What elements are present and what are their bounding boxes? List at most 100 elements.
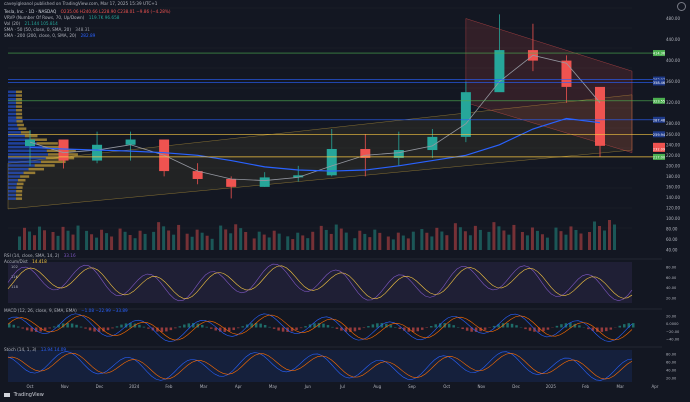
profile-bar-down <box>8 138 31 141</box>
profile-bar-down <box>8 164 35 167</box>
volume-bar <box>190 236 194 250</box>
vol-legend[interactable]: Vol (20) 21.144 105.814 <box>4 21 61 26</box>
profile-bar-down <box>8 149 47 153</box>
volume-bar <box>56 235 60 250</box>
volume-bar <box>123 231 127 250</box>
vrvp-legend[interactable]: VRVP (Number Of Rows, 70, Up/Down) 119.7… <box>4 15 122 20</box>
macd-histogram-bar <box>142 326 146 328</box>
gear-icon[interactable] <box>677 2 686 11</box>
macd-histogram-bar <box>70 323 74 328</box>
volume-bar <box>324 229 328 250</box>
volume-bar <box>61 226 65 250</box>
macd-histogram-bar <box>331 326 334 328</box>
volume-bar <box>608 220 611 250</box>
pane-band <box>8 350 632 382</box>
macd-histogram-bar <box>326 325 330 328</box>
tradingview-logo-icon <box>4 392 10 397</box>
macd-histogram-bar <box>578 325 581 328</box>
macd-legend[interactable]: MACD (12, 26, close, 9, EMA, EMA) −1.08 … <box>4 308 131 313</box>
moving-averages <box>29 54 601 181</box>
macd-histogram-bar <box>48 327 51 329</box>
volume-bar <box>391 239 395 250</box>
volume-bar <box>564 234 568 250</box>
volume-bar <box>487 231 491 250</box>
macd-histogram-bar <box>12 324 15 328</box>
candle-body <box>192 171 203 179</box>
macd-histogram-bar <box>609 327 613 330</box>
sma50-legend[interactable]: SMA · 50 (50, close, 0, SMA, 20) 348.31 <box>4 27 93 32</box>
stoch-line-signal <box>7 352 633 380</box>
volume-bar <box>95 237 99 250</box>
price-axis-label: 100.00 <box>666 216 680 221</box>
macd-histogram-bar <box>474 327 478 332</box>
macd-histogram-bar <box>169 327 173 331</box>
macd-histogram-bar <box>385 323 388 328</box>
stoch-legend[interactable]: Stoch (14, 1, 3) 13.94 14.09 <box>4 347 69 352</box>
macd-histogram-bar <box>34 327 38 332</box>
symbol-title[interactable]: Tesla, Inc. · 1D · NASDAQ <box>4 9 57 14</box>
pane-axis-label: 20.00 <box>666 377 677 381</box>
macd-histogram-bar <box>587 327 590 330</box>
time-axis-label: Apr <box>652 384 659 389</box>
volume-bar <box>525 235 529 250</box>
macd-histogram-bar <box>151 327 155 331</box>
profile-bar-up <box>16 120 23 123</box>
sma200-legend[interactable]: SMA · 200 (200, close, 0, SMA, 20) 282.8… <box>4 33 98 38</box>
volume-bar <box>229 233 233 250</box>
macd-histogram-bar <box>470 327 473 332</box>
macd-histogram-bar <box>335 327 339 329</box>
sma50-line <box>29 54 601 181</box>
volume-bar <box>76 225 80 250</box>
macd-histogram-bar <box>524 327 527 330</box>
macd-histogram-bar <box>241 326 244 328</box>
candle-body <box>494 50 505 93</box>
accum-value: 14.418 <box>32 259 47 264</box>
rsi-line-main <box>7 263 633 302</box>
time-axis-label: Mar <box>617 384 625 389</box>
volume-bar <box>497 226 501 250</box>
volume-bar <box>105 233 109 250</box>
volume-bar <box>473 225 477 250</box>
price-tag-label: 259.94 <box>653 133 666 137</box>
macd-histogram-bar <box>223 327 226 332</box>
volume-bar <box>167 230 171 250</box>
volume-bar <box>43 230 46 250</box>
profile-bar-up <box>20 175 30 178</box>
sma50-label: SMA · 50 (50, close, 0, SMA, 20) <box>4 27 71 32</box>
volume-bar <box>267 237 271 250</box>
volume-bar <box>468 235 472 250</box>
macd-histogram-bar <box>546 327 550 330</box>
volume-bar <box>440 231 444 250</box>
profile-bar-up <box>16 182 24 186</box>
sma50-value: 348.31 <box>75 27 90 32</box>
volume-bar <box>71 234 75 250</box>
volume-bar <box>286 236 290 250</box>
macd-histogram-bar <box>115 326 119 328</box>
rsi-legend[interactable]: RSI (14, close, SMA, 14, 2) 33.16 <box>4 253 79 258</box>
candle-body <box>326 148 337 176</box>
macd-histogram-bar <box>362 327 366 329</box>
accum-legend[interactable]: Accum/Dist 14.418 <box>4 259 50 264</box>
macd-histogram-bar <box>88 327 92 331</box>
volume-bar <box>559 231 563 250</box>
macd-histogram-bar <box>147 327 150 329</box>
price-axis-label: 240.00 <box>666 142 680 147</box>
profile-bar-up <box>24 134 38 138</box>
pane-axis-label: 20.00 <box>666 296 677 300</box>
profile-bar-up <box>16 101 23 105</box>
volume-bar <box>373 229 377 250</box>
volume-bar <box>100 229 104 250</box>
volume-bar <box>593 221 596 250</box>
pane-axis-label: 40.00 <box>666 369 677 373</box>
price-axis-label: 80.00 <box>666 226 678 231</box>
profile-bar-down <box>8 134 25 138</box>
volume-bar <box>603 230 606 250</box>
macd-histogram-bar <box>236 327 240 329</box>
price-axis-label: 180.00 <box>666 174 680 179</box>
macd-histogram-bar <box>156 327 159 332</box>
macd-line-main <box>7 313 633 342</box>
macd-histogram-bar <box>340 327 343 331</box>
profile-bar-down <box>8 153 48 156</box>
volume-bar <box>18 236 21 250</box>
